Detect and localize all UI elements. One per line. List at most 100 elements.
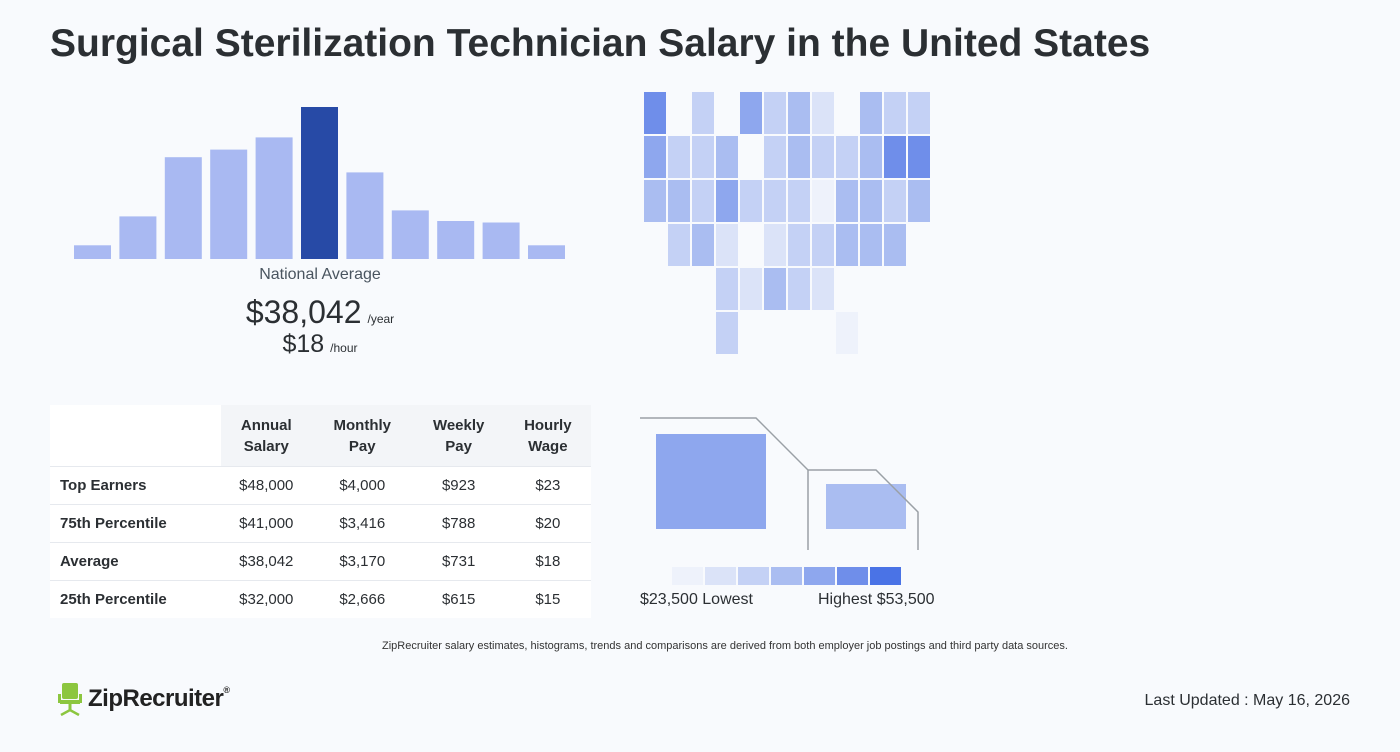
- legend-low-label: $23,500 Lowest: [640, 591, 753, 608]
- state-ok: [716, 268, 738, 310]
- legend-swatch: [705, 567, 736, 585]
- table-cell: $32,000: [220, 580, 312, 618]
- state-ms: [764, 268, 786, 310]
- table-cell: $23: [504, 466, 591, 505]
- data-source-footnote: ZipRecruiter salary estimates, histogram…: [382, 640, 1068, 652]
- map-legend-scale: [672, 567, 901, 585]
- state-de: [884, 224, 906, 266]
- histogram-bar: [528, 245, 565, 259]
- histogram-bar: [164, 157, 202, 259]
- state-ak: [656, 434, 766, 529]
- state-ca: [644, 180, 666, 222]
- legend-swatch: [870, 567, 901, 585]
- state-wv: [812, 180, 834, 222]
- table-cell: $923: [412, 466, 505, 505]
- state-me: [908, 92, 930, 134]
- state-nc: [812, 224, 834, 266]
- state-in: [812, 136, 834, 178]
- row-label: 25th Percentile: [50, 580, 221, 618]
- state-nh: [884, 92, 906, 134]
- state-fl: [836, 312, 858, 354]
- table-row: 75th Percentile $41,000 $3,416 $788 $20: [50, 504, 591, 543]
- table-cell: $38,042: [220, 542, 312, 581]
- state-ia: [764, 136, 786, 178]
- state-wa: [644, 92, 666, 134]
- state-nd: [740, 92, 762, 134]
- table-cell: $18: [504, 542, 591, 581]
- legend-swatch: [771, 567, 802, 585]
- registered-mark: ®: [223, 685, 230, 695]
- table-row: Average $38,042 $3,170 $731 $18: [50, 542, 591, 581]
- histogram-bar: [346, 172, 384, 259]
- table-cell: $41,000: [220, 504, 312, 543]
- last-updated: Last Updated : May 16, 2026: [1144, 692, 1350, 709]
- table-header-hourly: Hourly Wage: [504, 405, 591, 467]
- table-header-monthly: Monthly Pay: [311, 405, 413, 467]
- state-co: [716, 180, 738, 222]
- table-cell: $731: [412, 542, 505, 581]
- state-mt: [692, 92, 714, 134]
- histogram-bar: [437, 221, 475, 259]
- state-wy: [692, 136, 714, 178]
- state-ga: [812, 268, 834, 310]
- salary-table: Annual Salary Monthly Pay Weekly Pay Hourly…: [50, 405, 591, 618]
- row-label: Average: [50, 542, 221, 581]
- table-cell: $615: [412, 580, 505, 618]
- table-header-blank: [50, 405, 221, 467]
- state-ct: [884, 180, 906, 222]
- table-cell: $3,416: [311, 504, 413, 543]
- table-header-row: Annual Salary Monthly Pay Weekly Pay Hourly…: [50, 405, 591, 467]
- row-label: Top Earners: [50, 466, 221, 505]
- row-label: 75th Percentile: [50, 504, 221, 543]
- hourly-salary-display: $18/hour: [70, 330, 570, 359]
- state-mi: [812, 92, 834, 134]
- state-ri: [908, 180, 930, 222]
- histogram-bar: [119, 216, 157, 259]
- state-id: [668, 136, 690, 178]
- state-mo: [764, 180, 786, 222]
- state-tn: [788, 224, 810, 266]
- table-cell: $20: [504, 504, 591, 543]
- state-az: [668, 224, 690, 266]
- state-pa: [860, 136, 882, 178]
- legend-swatch: [738, 567, 769, 585]
- state-la: [740, 268, 762, 310]
- hourly-salary-value: $18: [282, 330, 325, 358]
- histogram-bar: [255, 137, 293, 259]
- table-header-annual: Annual Salary: [220, 405, 312, 467]
- annual-salary-display: $38,042/year: [70, 294, 570, 331]
- salary-histogram: [74, 107, 565, 259]
- legend-high-label: Highest $53,500: [818, 591, 935, 608]
- table-cell: $4,000: [311, 466, 413, 505]
- table-cell: $15: [504, 580, 591, 618]
- state-nm: [692, 224, 714, 266]
- histogram-bar: [482, 222, 520, 259]
- state-va: [836, 180, 858, 222]
- state-wi: [788, 92, 810, 134]
- state-mn: [764, 92, 786, 134]
- us-salary-map: [640, 92, 930, 550]
- state-ma: [908, 136, 930, 178]
- histogram-bar: [391, 210, 429, 259]
- inset-divider: [640, 417, 919, 550]
- histogram-bar: [210, 149, 248, 259]
- state-ny: [884, 136, 906, 178]
- state-nj: [860, 180, 882, 222]
- state-sc: [836, 224, 858, 266]
- state-md: [860, 224, 882, 266]
- state-or: [644, 136, 666, 178]
- office-chair-icon: [58, 683, 82, 716]
- table-header-weekly: Weekly Pay: [412, 405, 505, 467]
- state-nv: [668, 180, 690, 222]
- logo-wordmark: ZipRecruiter: [88, 685, 224, 712]
- table-cell: $2,666: [311, 580, 413, 618]
- state-ar: [764, 224, 786, 266]
- national-average-label: National Average: [259, 266, 381, 283]
- annual-salary-unit: /year: [367, 312, 395, 326]
- table-cell: $788: [412, 504, 505, 543]
- hourly-salary-unit: /hour: [330, 341, 358, 355]
- legend-swatch: [837, 567, 868, 585]
- histogram-bar: [74, 245, 111, 259]
- state-vt: [860, 92, 882, 134]
- ziprecruiter-logo[interactable]: ZipRecruiter®: [58, 682, 230, 716]
